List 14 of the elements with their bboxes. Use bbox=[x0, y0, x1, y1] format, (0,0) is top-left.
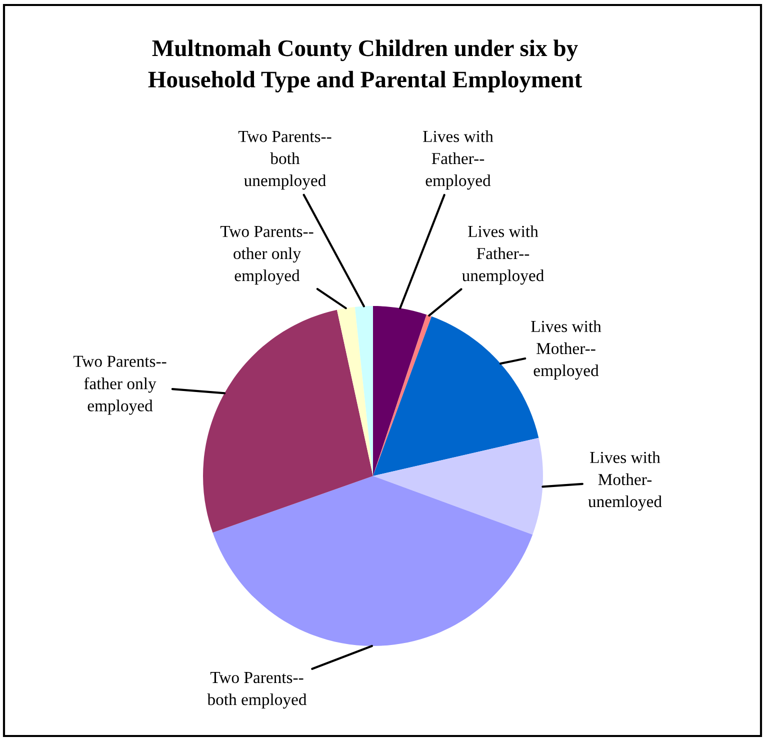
pie-slice bbox=[212, 476, 533, 646]
slice-label: Two Parents-- father only employed bbox=[73, 356, 166, 415]
slice-label: Two Parents-- other only employed bbox=[220, 226, 314, 285]
pie-slice bbox=[203, 310, 373, 533]
pie-slice bbox=[354, 306, 373, 476]
pie-slice bbox=[373, 438, 543, 535]
chart-title: Multnomah County Children under six by Household Type and Parental Employment bbox=[148, 40, 582, 92]
slice-label: Two Parents-- both employed bbox=[207, 672, 307, 709]
slice-label: Two Parents-- both unemployed bbox=[238, 131, 332, 190]
slice-label: Lives with Mother-- employed bbox=[531, 320, 602, 380]
pie-slice bbox=[336, 306, 373, 476]
slice-label: Lives with Father-- unemployed bbox=[462, 225, 544, 285]
slice-label: Lives with Mother- unemloyed bbox=[588, 451, 662, 511]
slice-label: Lives with Father-- employed bbox=[423, 130, 494, 190]
